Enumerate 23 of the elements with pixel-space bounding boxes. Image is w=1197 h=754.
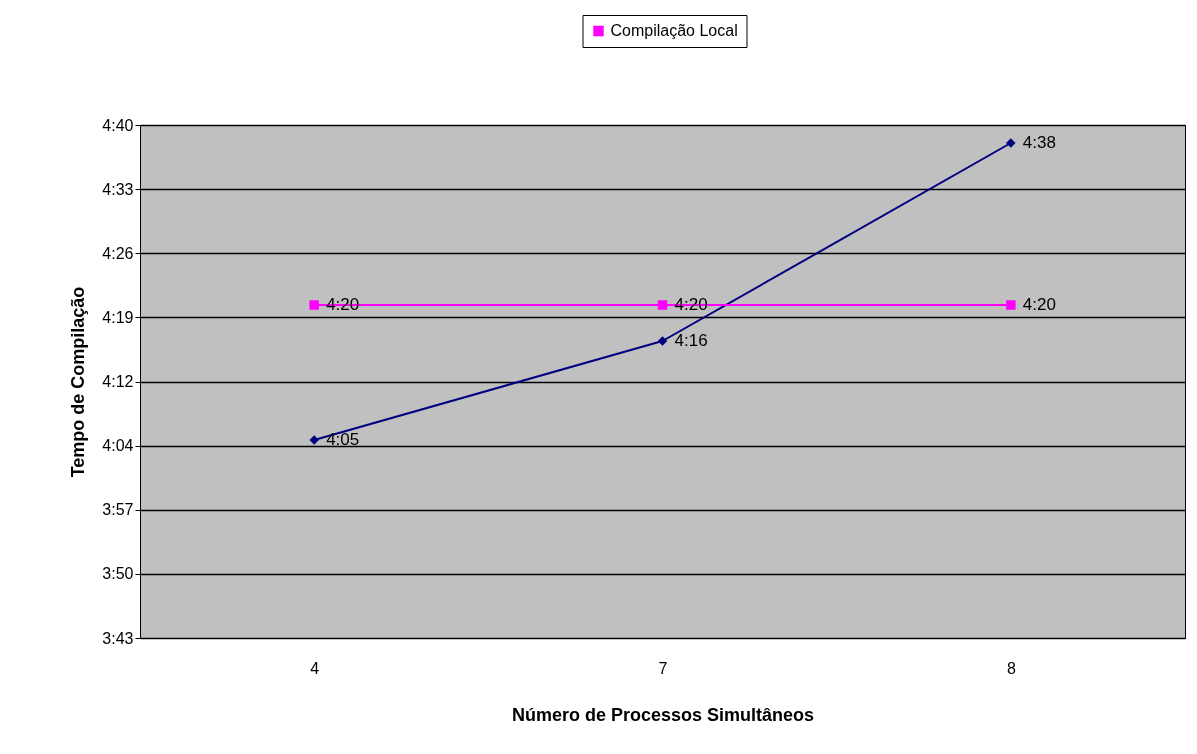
y-tick-label: 4:12 — [102, 373, 134, 390]
point — [657, 300, 668, 310]
y-tick-label: 4:19 — [102, 308, 134, 326]
data-label: 4:16 — [674, 331, 708, 350]
legend-label: Compilação Local — [610, 22, 738, 39]
point — [657, 336, 668, 346]
data-label: 4:05 — [326, 430, 360, 449]
x-axis-title: Número de Processos Simultâneos — [511, 704, 815, 725]
x-tick-label: 8 — [1006, 659, 1016, 677]
y-tick-label: 4:26 — [102, 244, 134, 262]
x-tick-label: 7 — [658, 659, 668, 677]
y-tick-label: 4:40 — [102, 116, 134, 134]
y-tick-label: 3:50 — [102, 565, 134, 583]
x-tick-label: 4 — [310, 659, 320, 677]
y-tick-label: 3:43 — [102, 629, 134, 647]
point — [1006, 300, 1016, 310]
data-label: 4:20 — [1022, 295, 1056, 314]
point — [309, 300, 319, 310]
y-tick-label: 3:57 — [102, 501, 134, 519]
data-label: 4:38 — [1022, 133, 1056, 152]
y-tick-label: 4:33 — [102, 180, 134, 198]
y-tick-label: 4:04 — [102, 437, 134, 455]
y-axis-title: Tempo de Compilação — [68, 286, 89, 478]
